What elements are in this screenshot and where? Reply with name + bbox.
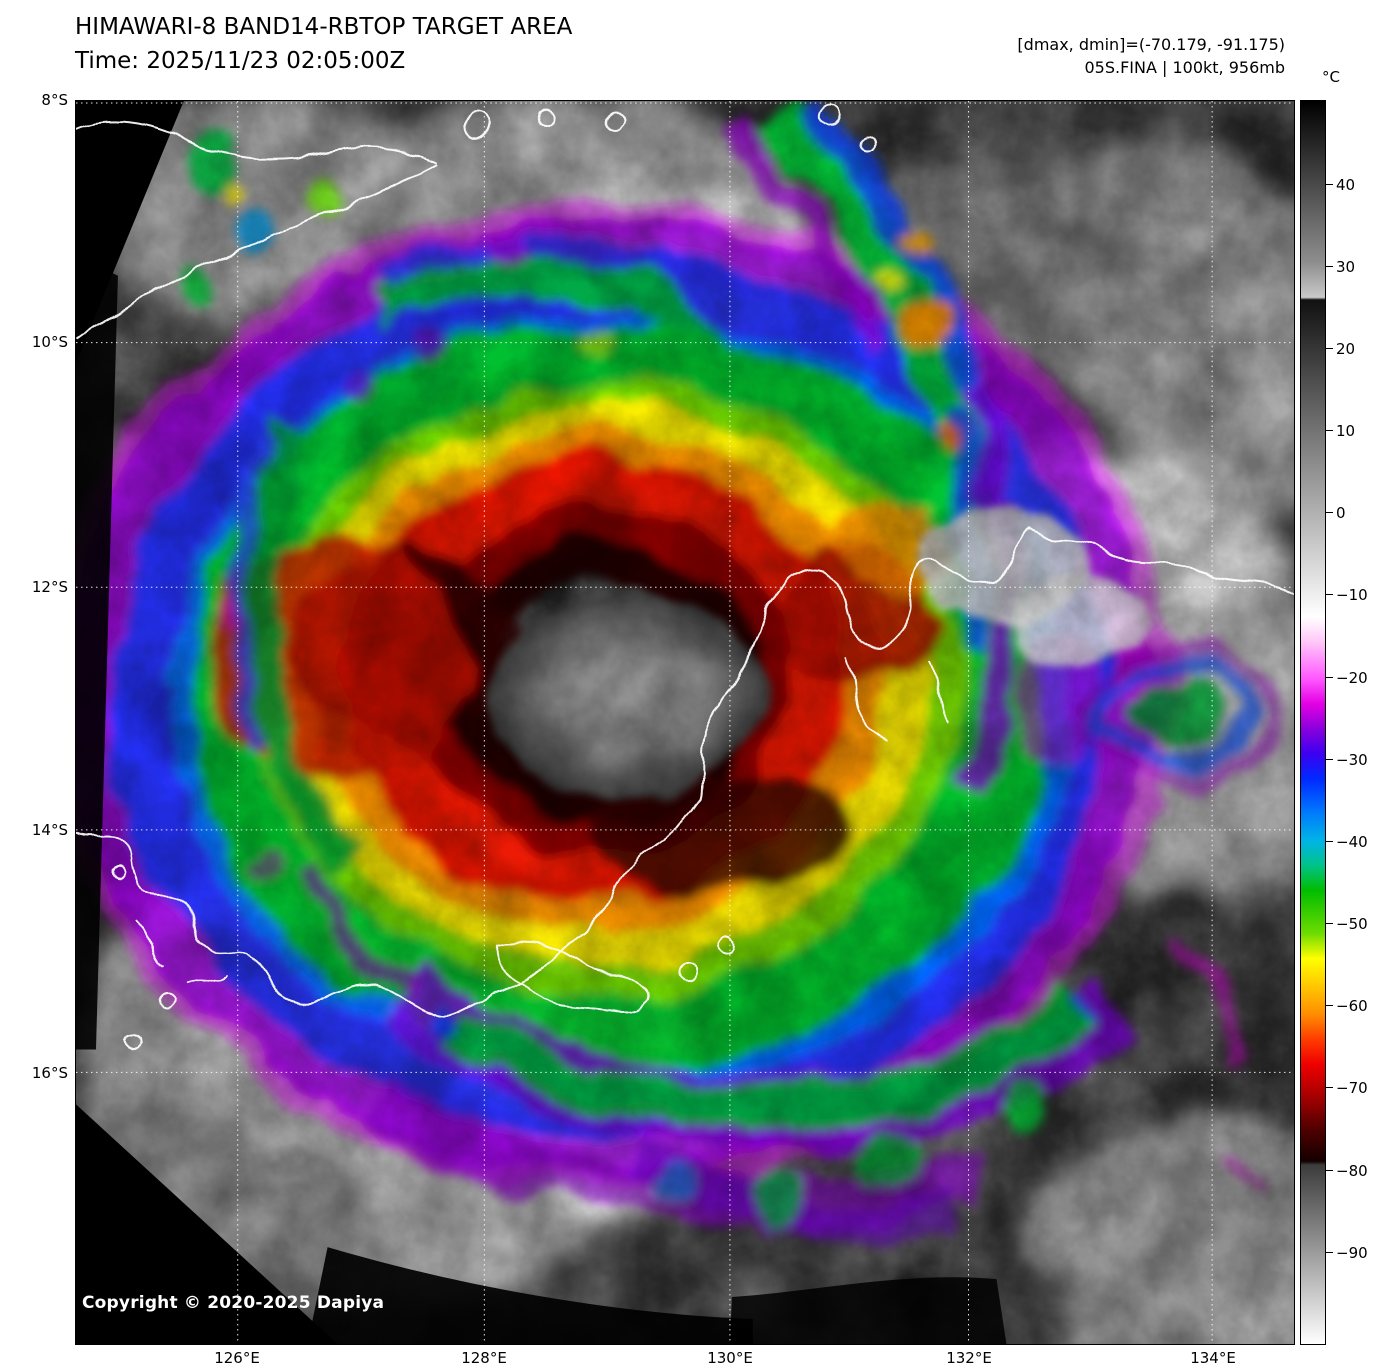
colorbar-tick-label: −90 [1326,1244,1368,1262]
lat-label: 12°S [31,578,68,596]
colorbar-tick-label: 20 [1325,340,1356,358]
colorbar-tick-label: 0 [1326,504,1346,522]
lon-label: 128°E [461,1349,507,1367]
colorbar-gradient [1300,100,1326,1345]
colorbar-tick-label: −30 [1326,751,1368,769]
colorbar-tick-label: −40 [1326,833,1368,851]
colorbar-unit-label: °C [1322,68,1340,86]
image-time: Time: 2025/11/23 02:05:00Z [75,48,406,74]
satellite-image-panel: Copyright © 2020-2025 Dapiya [75,100,1295,1345]
graticule [76,101,1294,1344]
colorbar-tick-label: −70 [1326,1079,1368,1097]
lat-label: 8°S [41,91,68,109]
colorbar-tick-label: 10 [1325,422,1356,440]
lon-label: 130°E [707,1349,753,1367]
lat-label: 16°S [31,1064,68,1082]
lon-label: 134°E [1190,1349,1236,1367]
colorbar-tick-label: −60 [1326,997,1368,1015]
lon-label: 132°E [946,1349,992,1367]
colorbar-tick-label: −10 [1326,586,1368,604]
colorbar-tick-label: 30 [1325,258,1356,276]
dmax-dmin-label: [dmax, dmin]=(-70.179, -91.175) [1017,35,1285,54]
lat-label: 10°S [31,333,68,351]
colorbar-tick-label: −20 [1326,669,1368,687]
storm-info-label: 05S.FINA | 100kt, 956mb [1084,58,1285,77]
colorbar-tick-label: −50 [1326,915,1368,933]
coastlines [76,106,1294,1050]
page-title: HIMAWARI-8 BAND14-RBTOP TARGET AREA [75,14,573,40]
satellite-image [76,101,1294,1344]
colorbar-tick-label: −80 [1326,1162,1368,1180]
copyright-label: Copyright © 2020-2025 Dapiya [82,1293,385,1313]
lon-label: 126°E [214,1349,260,1367]
lat-label: 14°S [31,821,68,839]
annotation-block: [dmax, dmin]=(-70.179, -91.175) 05S.FINA… [1017,33,1285,79]
colorbar-tick-label: 40 [1325,176,1356,194]
